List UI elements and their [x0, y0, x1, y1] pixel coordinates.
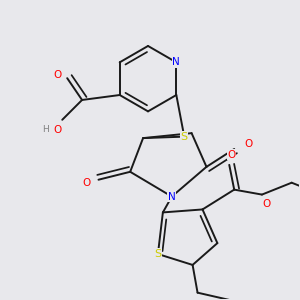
Text: O: O: [53, 125, 61, 135]
Text: S: S: [154, 249, 161, 259]
Text: S: S: [181, 132, 188, 142]
Text: O: O: [82, 178, 91, 188]
Text: O: O: [263, 200, 271, 209]
Text: N: N: [168, 192, 176, 202]
Text: N: N: [172, 57, 180, 67]
Text: O: O: [227, 150, 236, 160]
Text: H: H: [43, 125, 50, 134]
Text: O: O: [53, 70, 61, 80]
Text: O: O: [244, 139, 252, 149]
